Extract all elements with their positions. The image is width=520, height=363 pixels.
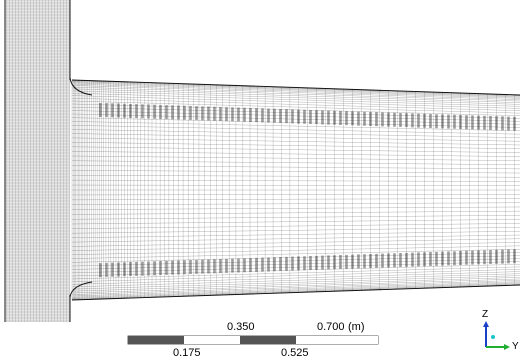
scale-label-0-700: 0.700 (317, 321, 345, 333)
scale-bar-segment-1 (128, 336, 184, 344)
scale-label-0-175: 0.175 (173, 347, 201, 359)
z-axis-label: Z (482, 309, 489, 320)
x-axis-dot (491, 335, 495, 339)
scale-label-0-525: 0.525 (281, 347, 309, 359)
scale-label-0-350: 0.350 (227, 321, 255, 333)
z-axis-arrow (483, 321, 489, 327)
scale-bar-segment-3 (240, 336, 296, 344)
scale-bar-segment-2 (184, 336, 240, 344)
axis-triad: Z Y (476, 309, 520, 359)
y-axis-arrow (504, 344, 510, 350)
scale-bar-segment-4 (296, 336, 378, 344)
mesh-lines (4, 0, 520, 322)
scale-unit-label: (m) (348, 321, 365, 333)
y-axis-label: Y (512, 341, 519, 352)
axis-triad-icon (483, 321, 510, 350)
